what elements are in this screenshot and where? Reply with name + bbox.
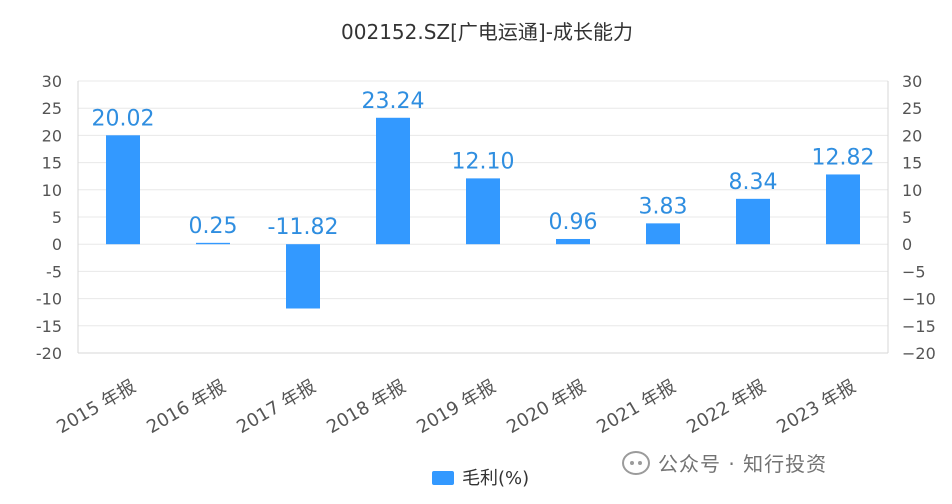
y2-tick-label: 5	[902, 208, 912, 227]
data-label: 20.02	[92, 106, 155, 131]
x-tick-label: 2021 年报	[593, 376, 679, 438]
axes	[77, 81, 889, 354]
y2-tick-label: 10	[902, 181, 922, 200]
y2-tick-label: 30	[902, 72, 922, 91]
x-tick-label: 2015 年报	[53, 376, 139, 438]
y-tick-label: 5	[52, 208, 62, 227]
y2-tick-label: 25	[902, 99, 922, 118]
data-label: 0.96	[549, 210, 598, 235]
watermark: 公众号 · 知行投资	[622, 448, 827, 477]
y-tick-label: -20	[36, 344, 62, 363]
data-label: 12.82	[812, 145, 875, 170]
bars	[106, 117, 860, 309]
bar	[466, 178, 500, 245]
bar	[646, 223, 680, 245]
x-axis-ticks: 2015 年报 2016 年报 2017 年报 2018 年报 2019 年报 2020 …	[53, 376, 859, 438]
data-label: 12.10	[452, 149, 515, 174]
chart-title: 002152.SZ[广电运通]-成长能力	[341, 20, 633, 44]
y2-tick-label: −10	[902, 290, 936, 309]
bar	[826, 174, 860, 245]
x-tick-label: 2016 年报	[143, 376, 229, 438]
data-label: 8.34	[729, 170, 778, 195]
x-tick-label: 2017 年报	[233, 376, 319, 438]
bar	[376, 117, 410, 245]
legend-swatch	[432, 471, 454, 485]
data-label: 0.25	[189, 214, 238, 239]
x-tick-label: 2019 年报	[413, 376, 499, 438]
x-tick-label: 2020 年报	[503, 376, 589, 438]
y2-tick-label: −20	[902, 344, 936, 363]
x-tick-label: 2022 年报	[683, 376, 769, 438]
bar	[106, 135, 140, 245]
data-label: 23.24	[362, 89, 425, 114]
legend: 毛利(%)	[432, 468, 529, 489]
y2-tick-label: 15	[902, 154, 922, 173]
watermark-text: 公众号 · 知行投资	[658, 452, 828, 476]
y-tick-label: -15	[36, 317, 62, 336]
y-tick-label: -5	[46, 262, 62, 281]
data-label: -11.82	[268, 215, 339, 240]
y2-tick-label: −5	[902, 262, 926, 281]
y-tick-label: 30	[42, 72, 62, 91]
y-tick-label: 10	[42, 181, 62, 200]
legend-label: 毛利(%)	[462, 468, 529, 489]
y-axis-ticks: 30 25 20 15 10 5 0 -5 -10 -15 -20	[36, 72, 62, 363]
y2-tick-label: 20	[902, 126, 922, 145]
wechat-icon	[622, 450, 650, 475]
bar	[736, 198, 770, 245]
x-tick-label: 2023 年报	[773, 376, 859, 438]
bar	[286, 244, 320, 309]
y-tick-label: 0	[52, 235, 62, 254]
bar	[196, 242, 230, 245]
data-label: 3.83	[639, 194, 688, 219]
x-tick-label: 2018 年报	[323, 376, 409, 438]
y-tick-label: 25	[42, 99, 62, 118]
data-labels: 20.02 0.25 -11.82 23.24 12.10 0.96 3.83 8.34 12.…	[92, 89, 875, 240]
bar	[556, 238, 590, 245]
y-tick-label: 20	[42, 126, 62, 145]
y2-tick-label: −15	[902, 317, 936, 336]
y-tick-label: -10	[36, 290, 62, 309]
y2-axis-ticks: 30 25 20 15 10 5 0 −5 −10 −15 −20	[902, 72, 936, 363]
y-tick-label: 15	[42, 154, 62, 173]
y2-tick-label: 0	[902, 235, 912, 254]
